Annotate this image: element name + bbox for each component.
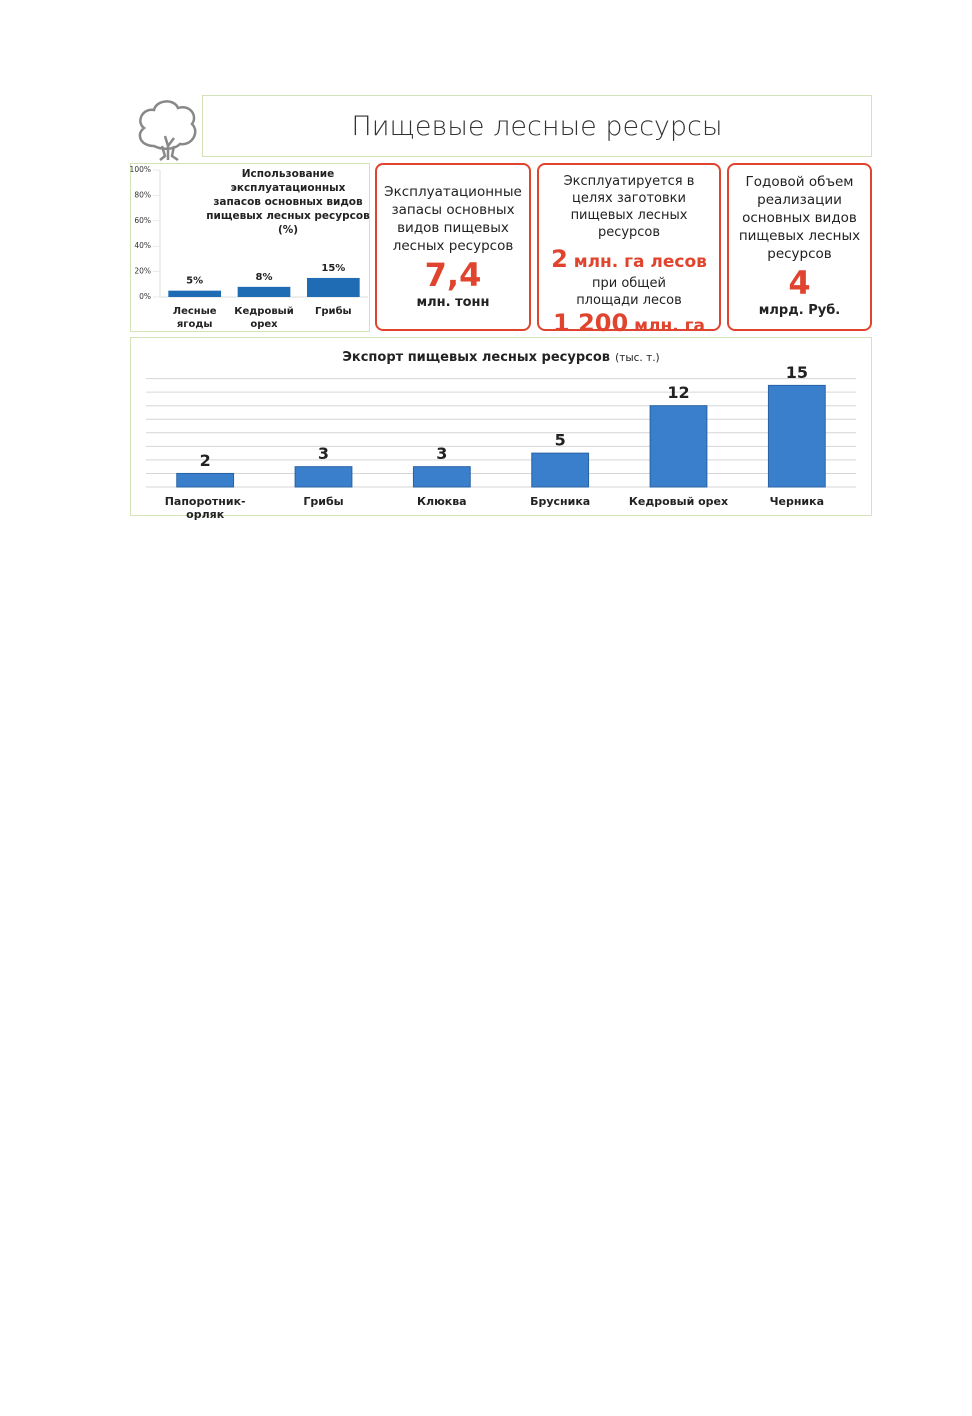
x-tick-label: Клюква [417, 495, 467, 508]
y-tick-label: 0% [139, 292, 151, 301]
panel-value-line: 2 млн. га лесов [539, 245, 719, 273]
value-label: 5% [186, 276, 203, 287]
chart-box [130, 163, 370, 332]
bar [649, 405, 708, 488]
value-label: 3 [436, 444, 447, 463]
x-tick-label: Брусника [530, 495, 591, 508]
panel: Годовой объем реализации основных видов … [727, 163, 872, 331]
value-label: 12 [667, 383, 689, 402]
panel: Эксплуатируется в целях заготовки пищевы… [537, 163, 721, 337]
charts: 0% 20% 40% 60% 80% 100% 5% 8% 15% 2 3 3 5 12 15 [130, 165, 856, 488]
y-tick-label: 60% [134, 216, 151, 225]
panel-value-unit: млн. га лесов [573, 252, 707, 272]
y-tick-label: 20% [134, 267, 151, 276]
panel-text: Эксплуатируется в целях заготовки пищевы… [563, 174, 695, 240]
chart-title: Экспорт пищевых лесных ресурсов [342, 350, 611, 365]
x-tick-label: Грибы [315, 306, 352, 317]
panel-value: 1 200 [553, 309, 629, 337]
title-box: Пищевые лесные ресурсы [202, 95, 872, 157]
value-label: 15% [321, 263, 345, 274]
y-tick-label: 40% [134, 241, 151, 250]
bar [412, 466, 471, 488]
x-tick-label: Кедровый орех [628, 495, 729, 508]
panel-unit: млн. тонн [416, 295, 490, 310]
panel-value-line: 1 200 млн. га [539, 309, 719, 337]
panel-value: 2 [551, 245, 568, 273]
page-title: Пищевые лесные ресурсы [351, 110, 723, 142]
x-tick-label: Лесные ягоды [172, 306, 217, 330]
value-label: 15 [786, 363, 808, 382]
value-label: 5 [555, 431, 566, 450]
bar [176, 472, 235, 488]
x-tick-label: Кедровый орех [234, 306, 294, 330]
panel-text: Годовой объем реализации основных видов … [738, 174, 861, 262]
x-tick-label: Грибы [303, 495, 344, 508]
panel-value-unit: млн. га [634, 316, 705, 336]
panel: Эксплуатационные запасы основных видов п… [375, 163, 531, 331]
chart-title-line: Экспорт пищевых лесных ресурсов (тыс. т.… [130, 346, 872, 365]
panel-text: при общей площади лесов [576, 276, 682, 308]
chart-box [130, 337, 872, 516]
bar [531, 452, 590, 488]
x-tick-label: Папоротник-орляк [164, 495, 246, 521]
panel-value: 7,4 [424, 256, 482, 294]
tree-icon [138, 100, 197, 162]
bar [767, 384, 826, 488]
panel-text: Эксплуатационные запасы основных видов п… [384, 184, 522, 254]
bar [168, 290, 222, 297]
y-tick-label: 80% [134, 190, 151, 199]
value-label: 2 [200, 451, 211, 470]
bar [294, 466, 353, 488]
panel-value: 4 [788, 264, 811, 302]
x-tick-label: Черника [769, 495, 825, 508]
value-label: 3 [318, 444, 329, 463]
y-tick-label: 100% [130, 165, 151, 174]
chart-title: Использование эксплуатационных запасов о… [206, 168, 370, 236]
panel-unit: млрд. Руб. [758, 303, 841, 318]
chart-unit: (тыс. т.) [615, 352, 660, 364]
bar [306, 277, 360, 297]
value-label: 8% [256, 272, 273, 283]
bar [237, 286, 291, 297]
